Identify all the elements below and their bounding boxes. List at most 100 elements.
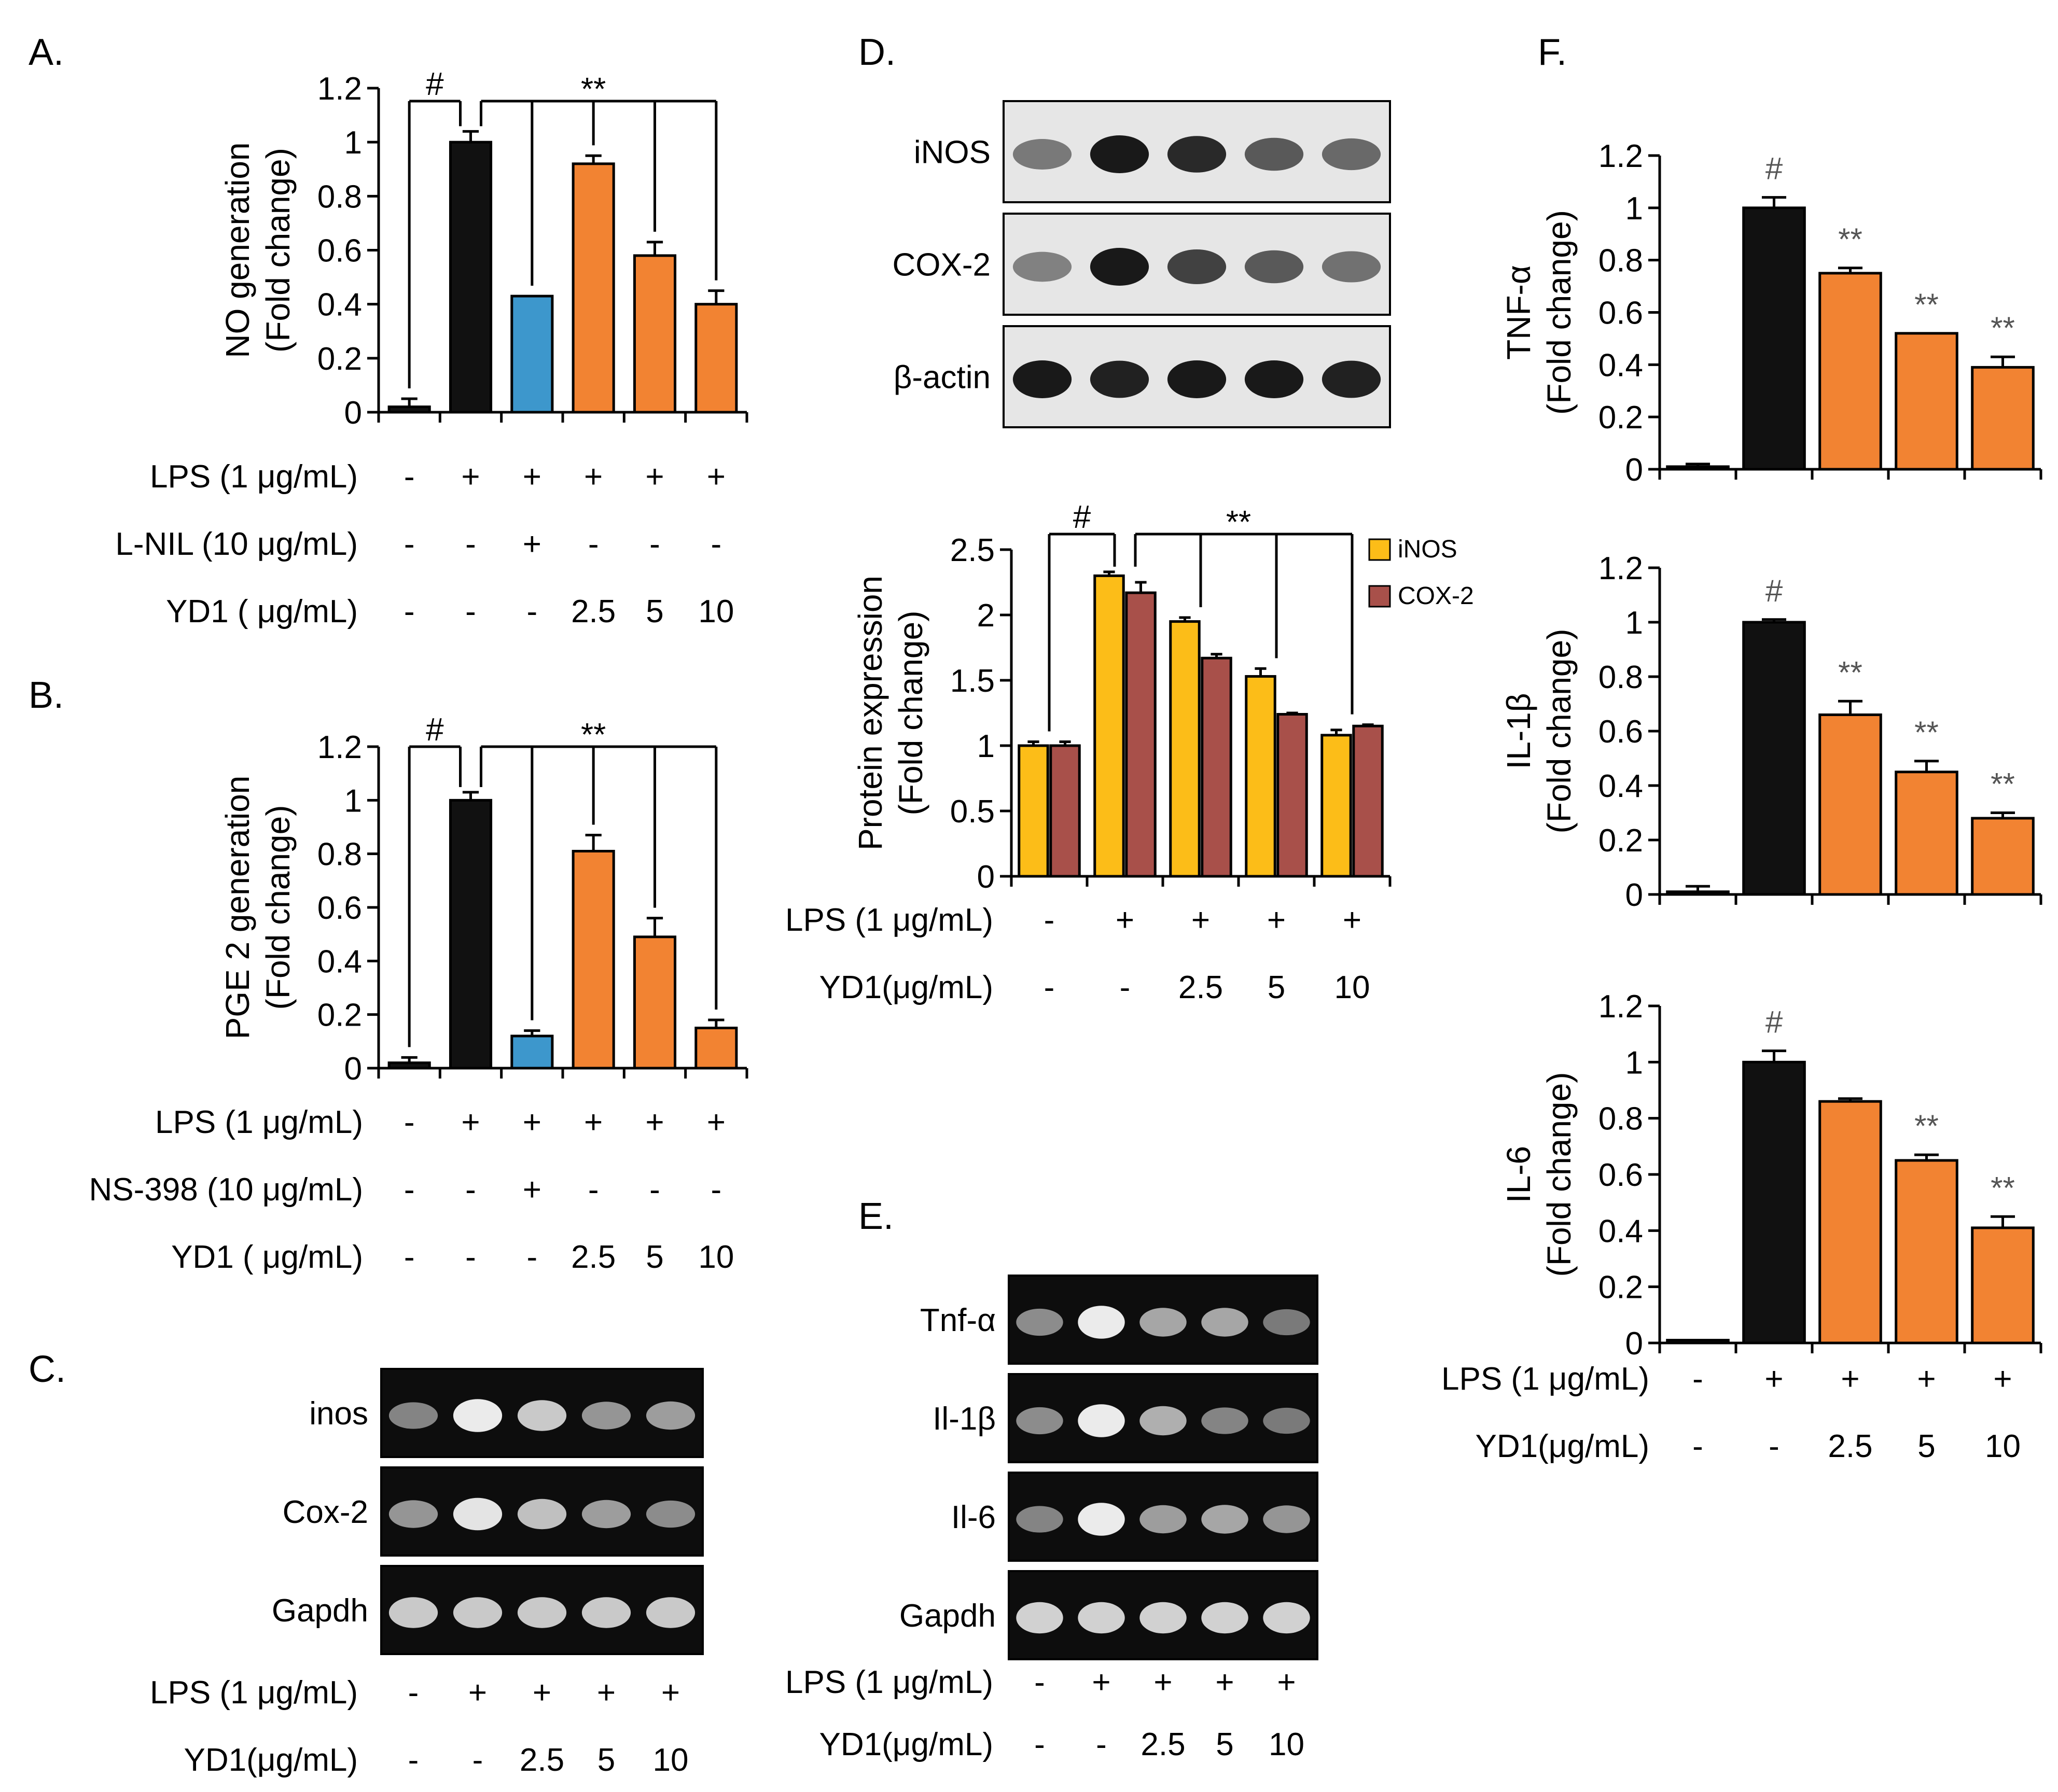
chart-d: 0 0.5 1 1.5 2 2.5 Protein expression(Fold chan… — [852, 499, 1474, 895]
band — [453, 1497, 503, 1531]
panel-a-condition-label: L-NIL (10 μg/mL) — [115, 526, 358, 562]
panel-a-condition-value: - — [465, 594, 476, 629]
band — [1078, 1602, 1125, 1634]
bar — [510, 295, 554, 414]
panel-a-condition-value: - — [404, 459, 415, 495]
band-label: Gapdh — [272, 1593, 368, 1629]
significance-mark: ** — [1991, 767, 2015, 802]
band — [388, 1402, 438, 1429]
band — [1012, 251, 1072, 282]
y-axis-label: NO generation(Fold change) — [219, 142, 297, 358]
band-label: Cox-2 — [283, 1494, 368, 1530]
panel-b-condition-value: + — [707, 1104, 726, 1140]
y-tick-label: 0.4 — [317, 944, 362, 979]
band-label: Tnf-α — [920, 1303, 996, 1338]
bar — [1971, 817, 2035, 896]
y-tick-label: 1 — [344, 783, 362, 819]
legend-swatch — [1368, 538, 1391, 561]
panel-c-condition-value: 5 — [597, 1742, 615, 1778]
band — [646, 1597, 696, 1628]
band — [646, 1401, 696, 1430]
y-tick-label: 0 — [344, 1051, 362, 1087]
bar-cox2 — [1201, 656, 1232, 878]
conditions-layer: LPS (1 μg/mL) - + + + + + L-NIL (10 μg/mL) - - + - -… — [89, 459, 2021, 1778]
panel-a-condition-value: 2.5 — [571, 594, 616, 629]
band — [1012, 139, 1072, 170]
band — [581, 1402, 631, 1430]
panel-a-condition-label: LPS (1 μg/mL) — [150, 459, 358, 495]
panel-d-condition-label: YD1(μg/mL) — [819, 970, 993, 1005]
panel-label-d: D. — [858, 32, 896, 73]
panel-c-condition-label: LPS (1 μg/mL) — [150, 1675, 358, 1711]
bar-cox2 — [1125, 591, 1157, 878]
panel-c-condition-label: YD1(μg/mL) — [184, 1742, 358, 1778]
panel-a-condition-value: - — [711, 526, 722, 562]
y-tick-label: 1.2 — [1598, 551, 1643, 586]
significance-mark: ** — [1226, 505, 1251, 540]
panel-b-condition-value: - — [404, 1239, 415, 1275]
panel-b-condition-value: - — [649, 1172, 660, 1208]
band — [453, 1399, 503, 1432]
panel-d-condition-value: 10 — [1334, 970, 1370, 1005]
panel-e-condition-label: LPS (1 μg/mL) — [785, 1664, 993, 1700]
panel-e-condition-value: 5 — [1216, 1727, 1233, 1762]
panel-f-condition-value: 2.5 — [1828, 1429, 1872, 1464]
y-tick-label: 2.5 — [950, 533, 995, 568]
y-axis-label: IL-6(Fold change) — [1500, 1072, 1578, 1277]
panel-f-condition-label: LPS (1 μg/mL) — [1441, 1361, 1649, 1397]
panel-b-condition-value: 2.5 — [571, 1239, 616, 1275]
panel-a-condition-value: + — [523, 459, 541, 495]
panel-a-condition-value: 10 — [698, 594, 734, 629]
band — [1090, 248, 1149, 286]
chart-b: 0 0.2 0.4 0.6 0.8 1 1.2 PGE 2 generation(Fold c… — [219, 712, 748, 1087]
band — [1167, 136, 1227, 173]
band — [1263, 1602, 1310, 1634]
bar-cox2 — [1352, 724, 1384, 878]
panel-d-condition-value: + — [1116, 902, 1134, 938]
y-tick-label: 0.8 — [1598, 1101, 1643, 1137]
panel-label-e: E. — [858, 1196, 894, 1237]
y-tick-label: 0.6 — [317, 890, 362, 926]
y-tick-label: 1 — [1625, 605, 1643, 641]
bar — [694, 303, 738, 414]
panel-e-condition-value: - — [1034, 1727, 1045, 1762]
gel-c: inos Cox-2 Gapdh — [272, 1368, 704, 1655]
y-axis-label-line: (Fold change) — [1540, 629, 1578, 834]
panel-e-condition-value: + — [1092, 1664, 1110, 1700]
y-tick-label: 0.6 — [1598, 714, 1643, 750]
bar — [572, 162, 615, 414]
bar — [1742, 1060, 1806, 1345]
y-tick-label: 0.6 — [1598, 296, 1643, 331]
panel-b-condition-label: LPS (1 μg/mL) — [155, 1104, 363, 1140]
band — [1201, 1308, 1248, 1337]
bar-inos — [1245, 675, 1276, 878]
y-tick-label: 0.2 — [317, 341, 362, 377]
bar — [694, 1027, 738, 1070]
panel-a-condition-label: YD1 ( μg/mL) — [166, 594, 358, 629]
panel-d-condition-value: 2.5 — [1178, 970, 1223, 1005]
band — [1201, 1602, 1248, 1634]
band — [1012, 360, 1072, 398]
panel-d-condition-value: 5 — [1268, 970, 1285, 1005]
legend-label: COX-2 — [1398, 582, 1474, 610]
panel-c-condition-value: - — [472, 1742, 483, 1778]
y-axis-label-line: Protein expression — [852, 576, 889, 850]
panel-e-condition-label: YD1(μg/mL) — [819, 1727, 993, 1762]
band — [388, 1500, 438, 1528]
panel-b-condition-value: - — [527, 1239, 538, 1275]
band — [1016, 1506, 1063, 1533]
bar — [572, 850, 615, 1070]
chart-a: 0 0.2 0.4 0.6 0.8 1 1.2 NO generation(Fold chan… — [219, 66, 748, 431]
y-axis-label: IL-1β(Fold change) — [1500, 629, 1578, 834]
bar-inos — [1169, 620, 1201, 878]
panel-f-condition-value: 5 — [1917, 1429, 1935, 1464]
panel-f-condition-value: + — [1993, 1361, 2012, 1397]
band — [1244, 250, 1304, 284]
chart-f1: 0 0.2 0.4 0.6 0.8 1 1.2 TNF-α(Fold change) # ** **… — [1500, 138, 2042, 488]
y-axis-label: TNF-α(Fold change) — [1500, 210, 1578, 415]
bar — [1971, 1226, 2035, 1345]
band — [1016, 1602, 1063, 1634]
panel-f-condition-value: - — [1692, 1429, 1703, 1464]
panel-b-condition-value: - — [404, 1172, 415, 1208]
panel-b-condition-value: + — [584, 1104, 603, 1140]
